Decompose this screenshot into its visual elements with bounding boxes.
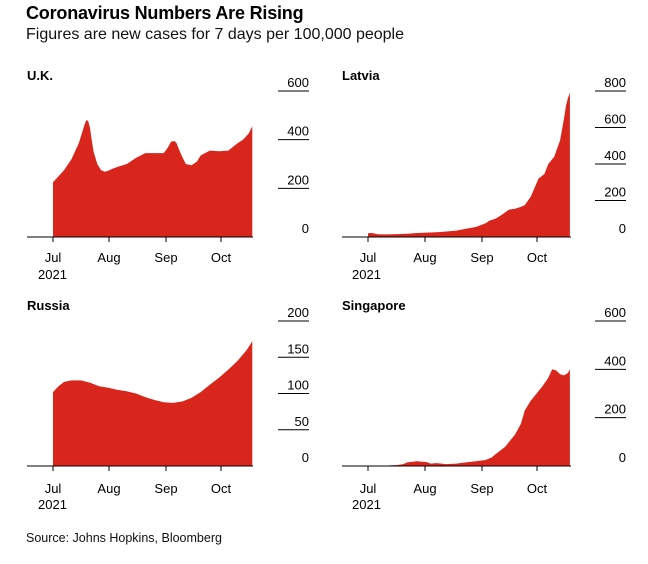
x-tick-label: Aug xyxy=(97,481,120,496)
y-tick-label: 600 xyxy=(604,112,626,127)
x-year-label: 2021 xyxy=(38,267,67,282)
y-tick-label: 400 xyxy=(604,353,626,368)
panel-title: U.K. xyxy=(27,68,53,83)
y-tick-label: 400 xyxy=(287,124,309,139)
x-tick-label: Oct xyxy=(211,250,232,265)
y-tick-label: 0 xyxy=(619,450,626,465)
x-year-label: 2021 xyxy=(352,267,381,282)
x-tick-label: Jul xyxy=(360,250,377,265)
panel-title: Russia xyxy=(27,298,70,313)
panel-title: Latvia xyxy=(342,68,380,83)
source-note: Source: Johns Hopkins, Bloomberg xyxy=(26,531,222,545)
y-tick-label: 0 xyxy=(302,221,309,236)
x-tick-label: Aug xyxy=(413,250,436,265)
y-tick-label: 200 xyxy=(604,185,626,200)
x-tick-label: Oct xyxy=(527,481,548,496)
y-tick-label: 50 xyxy=(295,414,309,429)
y-tick-label: 200 xyxy=(287,172,309,187)
x-tick-label: Sep xyxy=(154,481,177,496)
y-tick-label: 800 xyxy=(604,75,626,90)
x-year-label: 2021 xyxy=(352,497,381,512)
area-series xyxy=(53,120,253,237)
y-tick-label: 600 xyxy=(604,305,626,320)
x-tick-label: Sep xyxy=(470,481,493,496)
panel-title: Singapore xyxy=(342,298,406,313)
y-tick-label: 200 xyxy=(287,305,309,320)
x-tick-label: Jul xyxy=(45,250,62,265)
x-tick-label: Aug xyxy=(413,481,436,496)
area-series xyxy=(368,92,570,237)
x-tick-label: Sep xyxy=(470,250,493,265)
y-tick-label: 400 xyxy=(604,148,626,163)
area-series xyxy=(53,341,253,466)
x-year-label: 2021 xyxy=(38,497,67,512)
panel-singapore: Singapore 600 400 200 0 Jul Aug Sep Oct 2021 xyxy=(342,298,626,512)
area-series xyxy=(368,369,570,466)
x-tick-label: Sep xyxy=(154,250,177,265)
chart-title: Coronavirus Numbers Are Rising xyxy=(26,3,304,23)
x-tick-label: Oct xyxy=(527,250,548,265)
y-tick-label: 150 xyxy=(287,341,309,356)
panel-russia: Russia 200 150 100 50 0 Jul Aug Sep Oct 2021 xyxy=(27,298,309,512)
chart-subtitle: Figures are new cases for 7 days per 100… xyxy=(26,26,405,43)
y-tick-label: 600 xyxy=(287,75,309,90)
y-tick-label: 0 xyxy=(619,221,626,236)
x-tick-label: Jul xyxy=(360,481,377,496)
panel-u-k: U.K. 600 400 200 0 Jul Aug Sep Oct 2021 xyxy=(27,68,309,282)
x-tick-label: Aug xyxy=(97,250,120,265)
panel-latvia: Latvia 800 600 400 200 0 Jul Aug Sep Oct 2021 xyxy=(342,68,626,282)
y-tick-label: 100 xyxy=(287,378,309,393)
x-tick-label: Oct xyxy=(211,481,232,496)
x-tick-label: Jul xyxy=(45,481,62,496)
y-tick-label: 200 xyxy=(604,402,626,417)
y-tick-label: 0 xyxy=(302,450,309,465)
